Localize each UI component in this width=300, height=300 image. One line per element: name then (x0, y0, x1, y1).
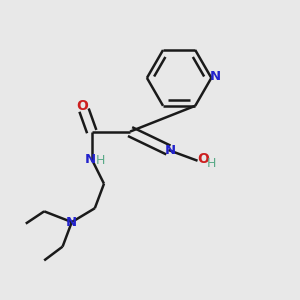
Text: H: H (207, 157, 216, 170)
Text: H: H (96, 154, 106, 167)
Text: O: O (197, 152, 209, 166)
Text: N: N (165, 144, 176, 158)
Text: O: O (76, 98, 88, 112)
Text: N: N (85, 153, 96, 166)
Text: N: N (209, 70, 220, 83)
Text: N: N (66, 216, 77, 229)
